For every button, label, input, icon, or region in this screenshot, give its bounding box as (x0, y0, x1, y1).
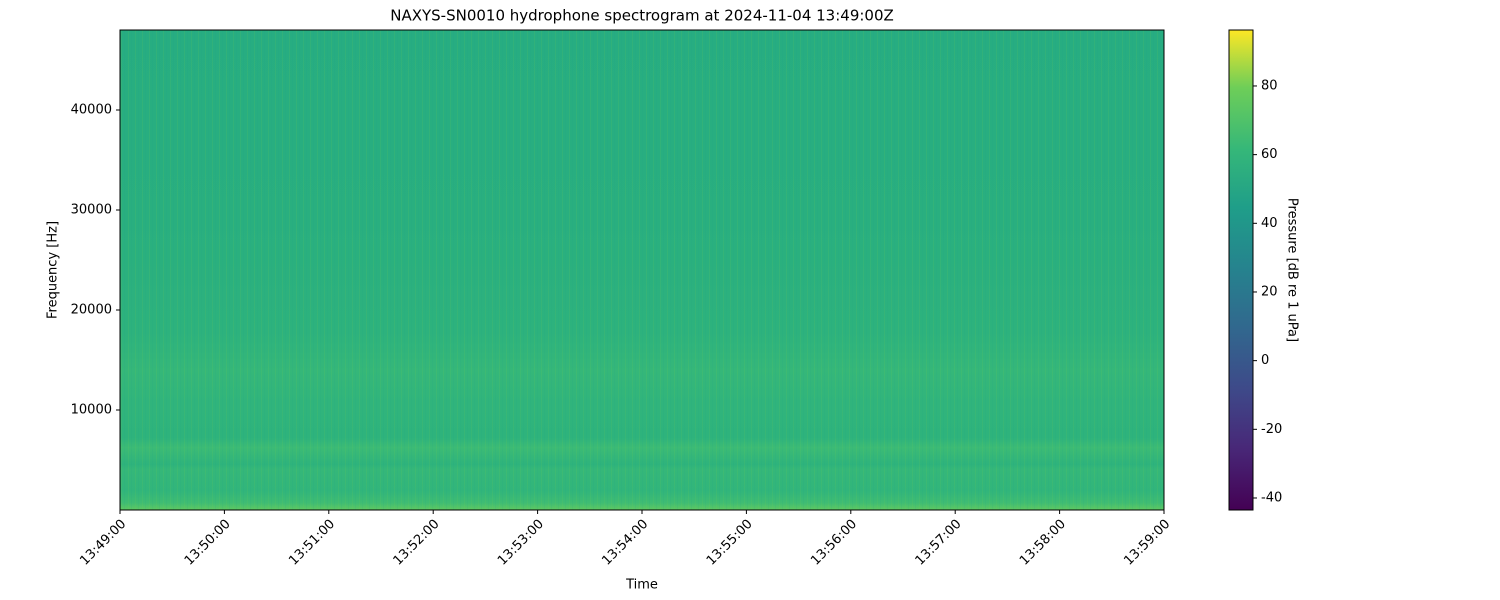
x-tick-label: 13:57:00 (913, 517, 965, 569)
colorbar-tick-label: -20 (1261, 422, 1282, 437)
x-tick-label: 13:52:00 (391, 517, 443, 569)
x-tick-label: 13:50:00 (182, 517, 234, 569)
y-tick-label: 30000 (71, 203, 112, 218)
colorbar (1228, 29, 1254, 511)
x-axis-label: Time (625, 578, 658, 593)
colorbar-tick-label: -40 (1261, 490, 1282, 505)
colorbar-tick-label: 80 (1261, 78, 1278, 93)
x-tick-label: 13:53:00 (495, 517, 547, 569)
x-tick-label: 13:58:00 (1017, 517, 1069, 569)
colorbar-label: Pressure [dB re 1 uPa] (1285, 198, 1300, 342)
y-axis-label: Frequency [Hz] (46, 221, 61, 319)
y-tick-label: 20000 (71, 303, 112, 318)
spectrogram-texture (120, 30, 1164, 510)
colorbar-tick-label: 40 (1261, 216, 1278, 231)
y-tick-label: 10000 (71, 403, 112, 418)
chart-title: NAXYS-SN0010 hydrophone spectrogram at 2… (390, 7, 894, 25)
y-tick-label: 40000 (71, 103, 112, 118)
x-tick-label: 13:54:00 (599, 517, 651, 569)
x-tick-label: 13:55:00 (704, 517, 756, 569)
x-tick-label: 13:51:00 (286, 517, 338, 569)
colorbar-tick-label: 60 (1261, 147, 1278, 162)
x-tick-label: 13:49:00 (77, 517, 129, 569)
x-tick-label: 13:59:00 (1121, 517, 1173, 569)
colorbar-tick-label: 20 (1261, 284, 1278, 299)
colorbar-tick-label: 0 (1261, 353, 1269, 368)
x-tick-label: 13:56:00 (808, 517, 860, 569)
